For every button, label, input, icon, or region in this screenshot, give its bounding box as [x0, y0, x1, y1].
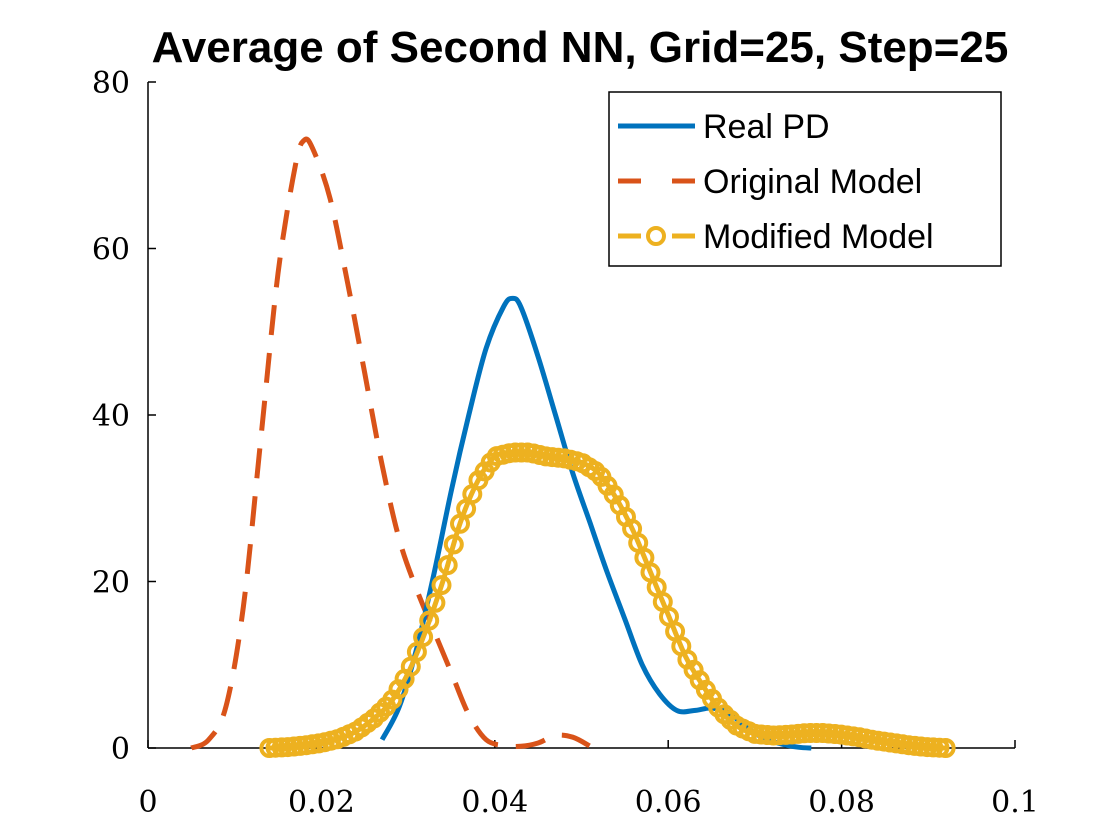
series-marker-modified-model: [511, 442, 532, 463]
series-marker-modified-model: [431, 575, 452, 596]
x-tick-label: 0.08: [808, 785, 875, 820]
y-tick-label: 20: [92, 566, 130, 601]
y-tick-label: 0: [111, 732, 130, 767]
series-marker-modified-model: [425, 592, 446, 613]
chart-title: Average of Second NN, Grid=25, Step=25: [152, 23, 1009, 72]
axes: 0 0.02 0.04 0.06 0.08 0.1 0 20 40 60 80: [92, 66, 1039, 820]
x-tick-label: 0: [138, 785, 157, 820]
series-line-original-model: [190, 136, 592, 751]
series-marker-modified-model: [935, 738, 956, 758]
y-tick-label: 40: [92, 399, 130, 434]
x-tick-label: 0.1: [991, 785, 1039, 820]
legend: Real PD Original Model Modified Model: [608, 91, 1002, 267]
series-marker-modified-model: [806, 723, 827, 743]
series-marker-modified-model: [419, 610, 440, 631]
x-tick-label: 0.02: [288, 785, 355, 820]
series-marker-modified-model: [443, 534, 464, 555]
legend-label-modified-model: Modified Model: [703, 218, 934, 256]
legend-marker-modified-model: [646, 226, 666, 246]
legend-label-real-pd: Real PD: [703, 108, 830, 146]
plot-lines: [190, 136, 956, 758]
series-marker-modified-model: [437, 555, 458, 576]
legend-label-original-model: Original Model: [703, 163, 922, 201]
y-tick-label: 60: [92, 233, 130, 268]
x-tick-label: 0.04: [461, 785, 528, 820]
series-marker-modified-model: [800, 723, 821, 743]
series-line-real-pd: [379, 295, 812, 751]
series-marker-modified-model: [505, 442, 526, 463]
x-tick-label: 0.06: [635, 785, 702, 820]
y-tick-label: 80: [92, 66, 130, 101]
series-marker-modified-model: [413, 627, 434, 648]
